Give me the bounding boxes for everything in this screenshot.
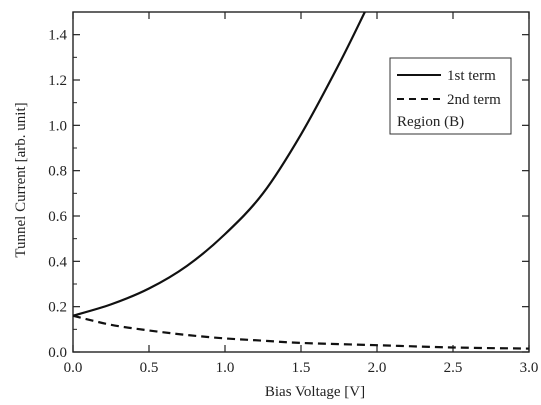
x-tick-label: 2.0 bbox=[368, 360, 387, 376]
y-axis-title: Tunnel Current [arb. unit] bbox=[13, 102, 29, 257]
y-tick-label: 0.8 bbox=[48, 164, 67, 180]
series-line-2nd-term bbox=[73, 314, 529, 350]
x-axis-title: Bias Voltage [V] bbox=[265, 384, 365, 400]
y-tick-label: 1.0 bbox=[48, 118, 67, 134]
legend-box bbox=[389, 57, 512, 135]
series-line-1st-term bbox=[73, 12, 366, 317]
y-tick-label: 1.4 bbox=[48, 28, 67, 44]
y-tick-label: 0.0 bbox=[48, 345, 67, 361]
x-tick-label: 0.0 bbox=[64, 360, 83, 376]
x-tick-label: 2.5 bbox=[444, 360, 463, 376]
y-tick-label: 1.2 bbox=[48, 73, 67, 89]
legend-label-1st-term: 1st term bbox=[447, 68, 496, 84]
axes: 0.0 0.5 1.0 1.5 2.0 2.5 3.0 0.0 0.2 0.4 0.6 0.8 1.0 1… bbox=[48, 11, 539, 376]
y-tick-label: 0.4 bbox=[48, 254, 67, 270]
y-tick-label: 0.2 bbox=[48, 300, 67, 316]
x-tick-label: 1.0 bbox=[216, 360, 235, 376]
legend-label-2nd-term: 2nd term bbox=[447, 92, 501, 108]
x-tick-label: 3.0 bbox=[520, 360, 539, 376]
series-layer bbox=[73, 12, 529, 350]
legend: 1st term 2nd term Region (B) bbox=[389, 57, 512, 135]
y-tick-label: 0.6 bbox=[48, 209, 67, 225]
x-tick-label: 1.5 bbox=[292, 360, 311, 376]
x-tick-label: 0.5 bbox=[140, 360, 159, 376]
annotation-region: Region (B) bbox=[397, 114, 464, 130]
